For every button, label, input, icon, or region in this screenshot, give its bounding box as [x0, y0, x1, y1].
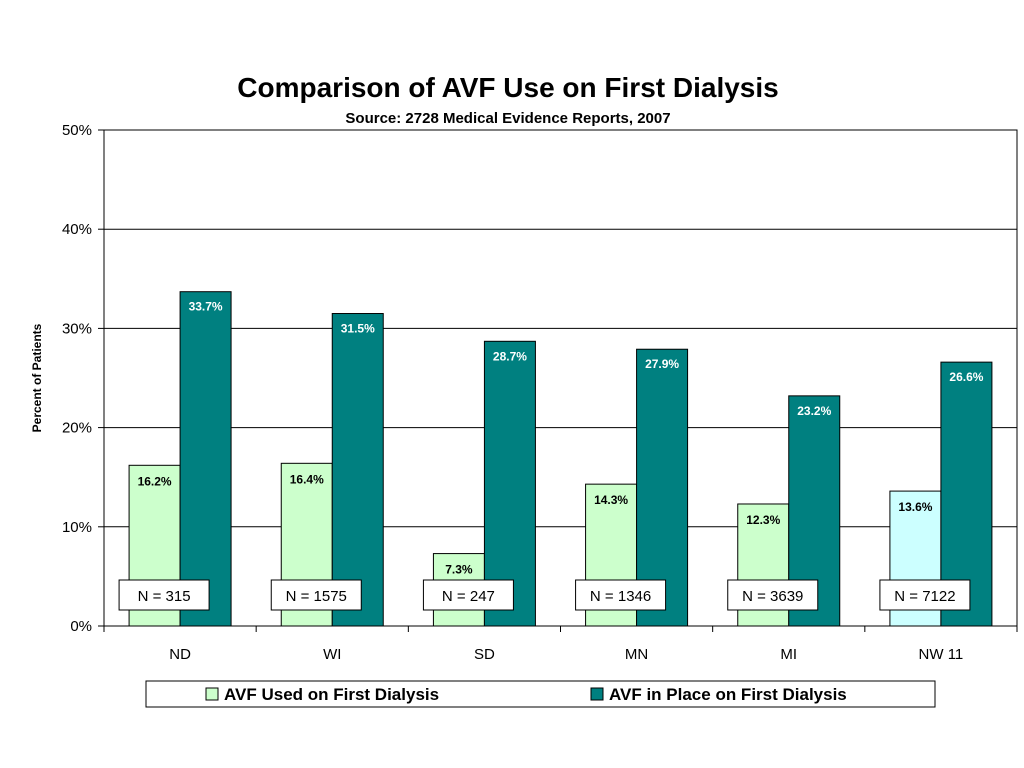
x-tick-label: ND: [169, 646, 191, 663]
y-tick-label: 10%: [62, 519, 92, 536]
x-tick-label: MN: [625, 646, 648, 663]
x-tick-label: NW 11: [919, 646, 964, 663]
legend-box: [145, 680, 936, 708]
sample-size-box: [422, 579, 514, 611]
data-label-avf-in-place: 33.7%: [189, 300, 223, 314]
x-tick-label: WI: [323, 646, 341, 663]
x-tick-label: MI: [780, 646, 797, 663]
bar-avf-in-place: [331, 313, 384, 627]
data-label-avf-in-place: 28.7%: [493, 349, 527, 363]
legend: AVF Used on First Dialysis AVF in Place …: [145, 680, 936, 708]
legend-label-avf-used: AVF Used on First Dialysis: [224, 685, 439, 704]
y-tick-label: 40%: [62, 221, 92, 238]
sample-size-box: [270, 579, 362, 611]
bar-avf-in-place: [179, 291, 232, 627]
legend-label-avf-in-place: AVF in Place on First Dialysis: [609, 685, 847, 704]
y-tick-label: 20%: [62, 420, 92, 437]
data-label-avf-used: 13.6%: [898, 500, 932, 514]
y-axis-label: Percent of Patients: [30, 323, 44, 432]
sample-size-label: N = 1346: [590, 588, 651, 605]
plot-area: [103, 129, 1018, 627]
y-tick-label: 0%: [70, 618, 92, 635]
y-tick-label: 50%: [62, 122, 92, 139]
sample-size-box: [118, 579, 210, 611]
x-tick-label: SD: [474, 646, 495, 663]
sample-size-box: [575, 579, 667, 611]
data-label-avf-used: 16.2%: [138, 474, 172, 488]
y-tick-label: 30%: [62, 320, 92, 337]
sample-size-label: N = 3639: [742, 588, 803, 605]
chart-title: Comparison of AVF Use on First Dialysis: [237, 72, 778, 103]
sample-size-label: N = 1575: [286, 588, 347, 605]
data-label-avf-in-place: 31.5%: [341, 322, 375, 336]
data-label-avf-in-place: 26.6%: [949, 370, 983, 384]
sample-size-label: N = 315: [138, 588, 191, 605]
bars: [128, 291, 993, 627]
sample-size-box: [727, 579, 819, 611]
labels: 0% 10% 20% 30% 40% 50% 16.2% 33.7% N = 315 ND 16.4…: [62, 122, 984, 663]
data-label-avf-in-place: 27.9%: [645, 357, 679, 371]
data-label-avf-used: 16.4%: [290, 472, 324, 486]
legend-swatch-avf-used: [205, 687, 219, 701]
data-label-avf-used: 7.3%: [445, 563, 473, 577]
sample-size-label: N = 247: [442, 588, 495, 605]
data-label-avf-used: 14.3%: [594, 493, 628, 507]
sample-size-label: N = 7122: [894, 588, 955, 605]
legend-swatch-avf-in-place: [590, 687, 604, 701]
axes: [98, 129, 1018, 632]
data-label-avf-in-place: 23.2%: [797, 404, 831, 418]
bar-avf-in-place: [483, 340, 536, 627]
chart-subtitle: Source: 2728 Medical Evidence Reports, 2…: [345, 110, 670, 127]
sample-size-box: [879, 579, 971, 611]
data-label-avf-used: 12.3%: [746, 513, 780, 527]
gridlines: [104, 129, 1017, 528]
